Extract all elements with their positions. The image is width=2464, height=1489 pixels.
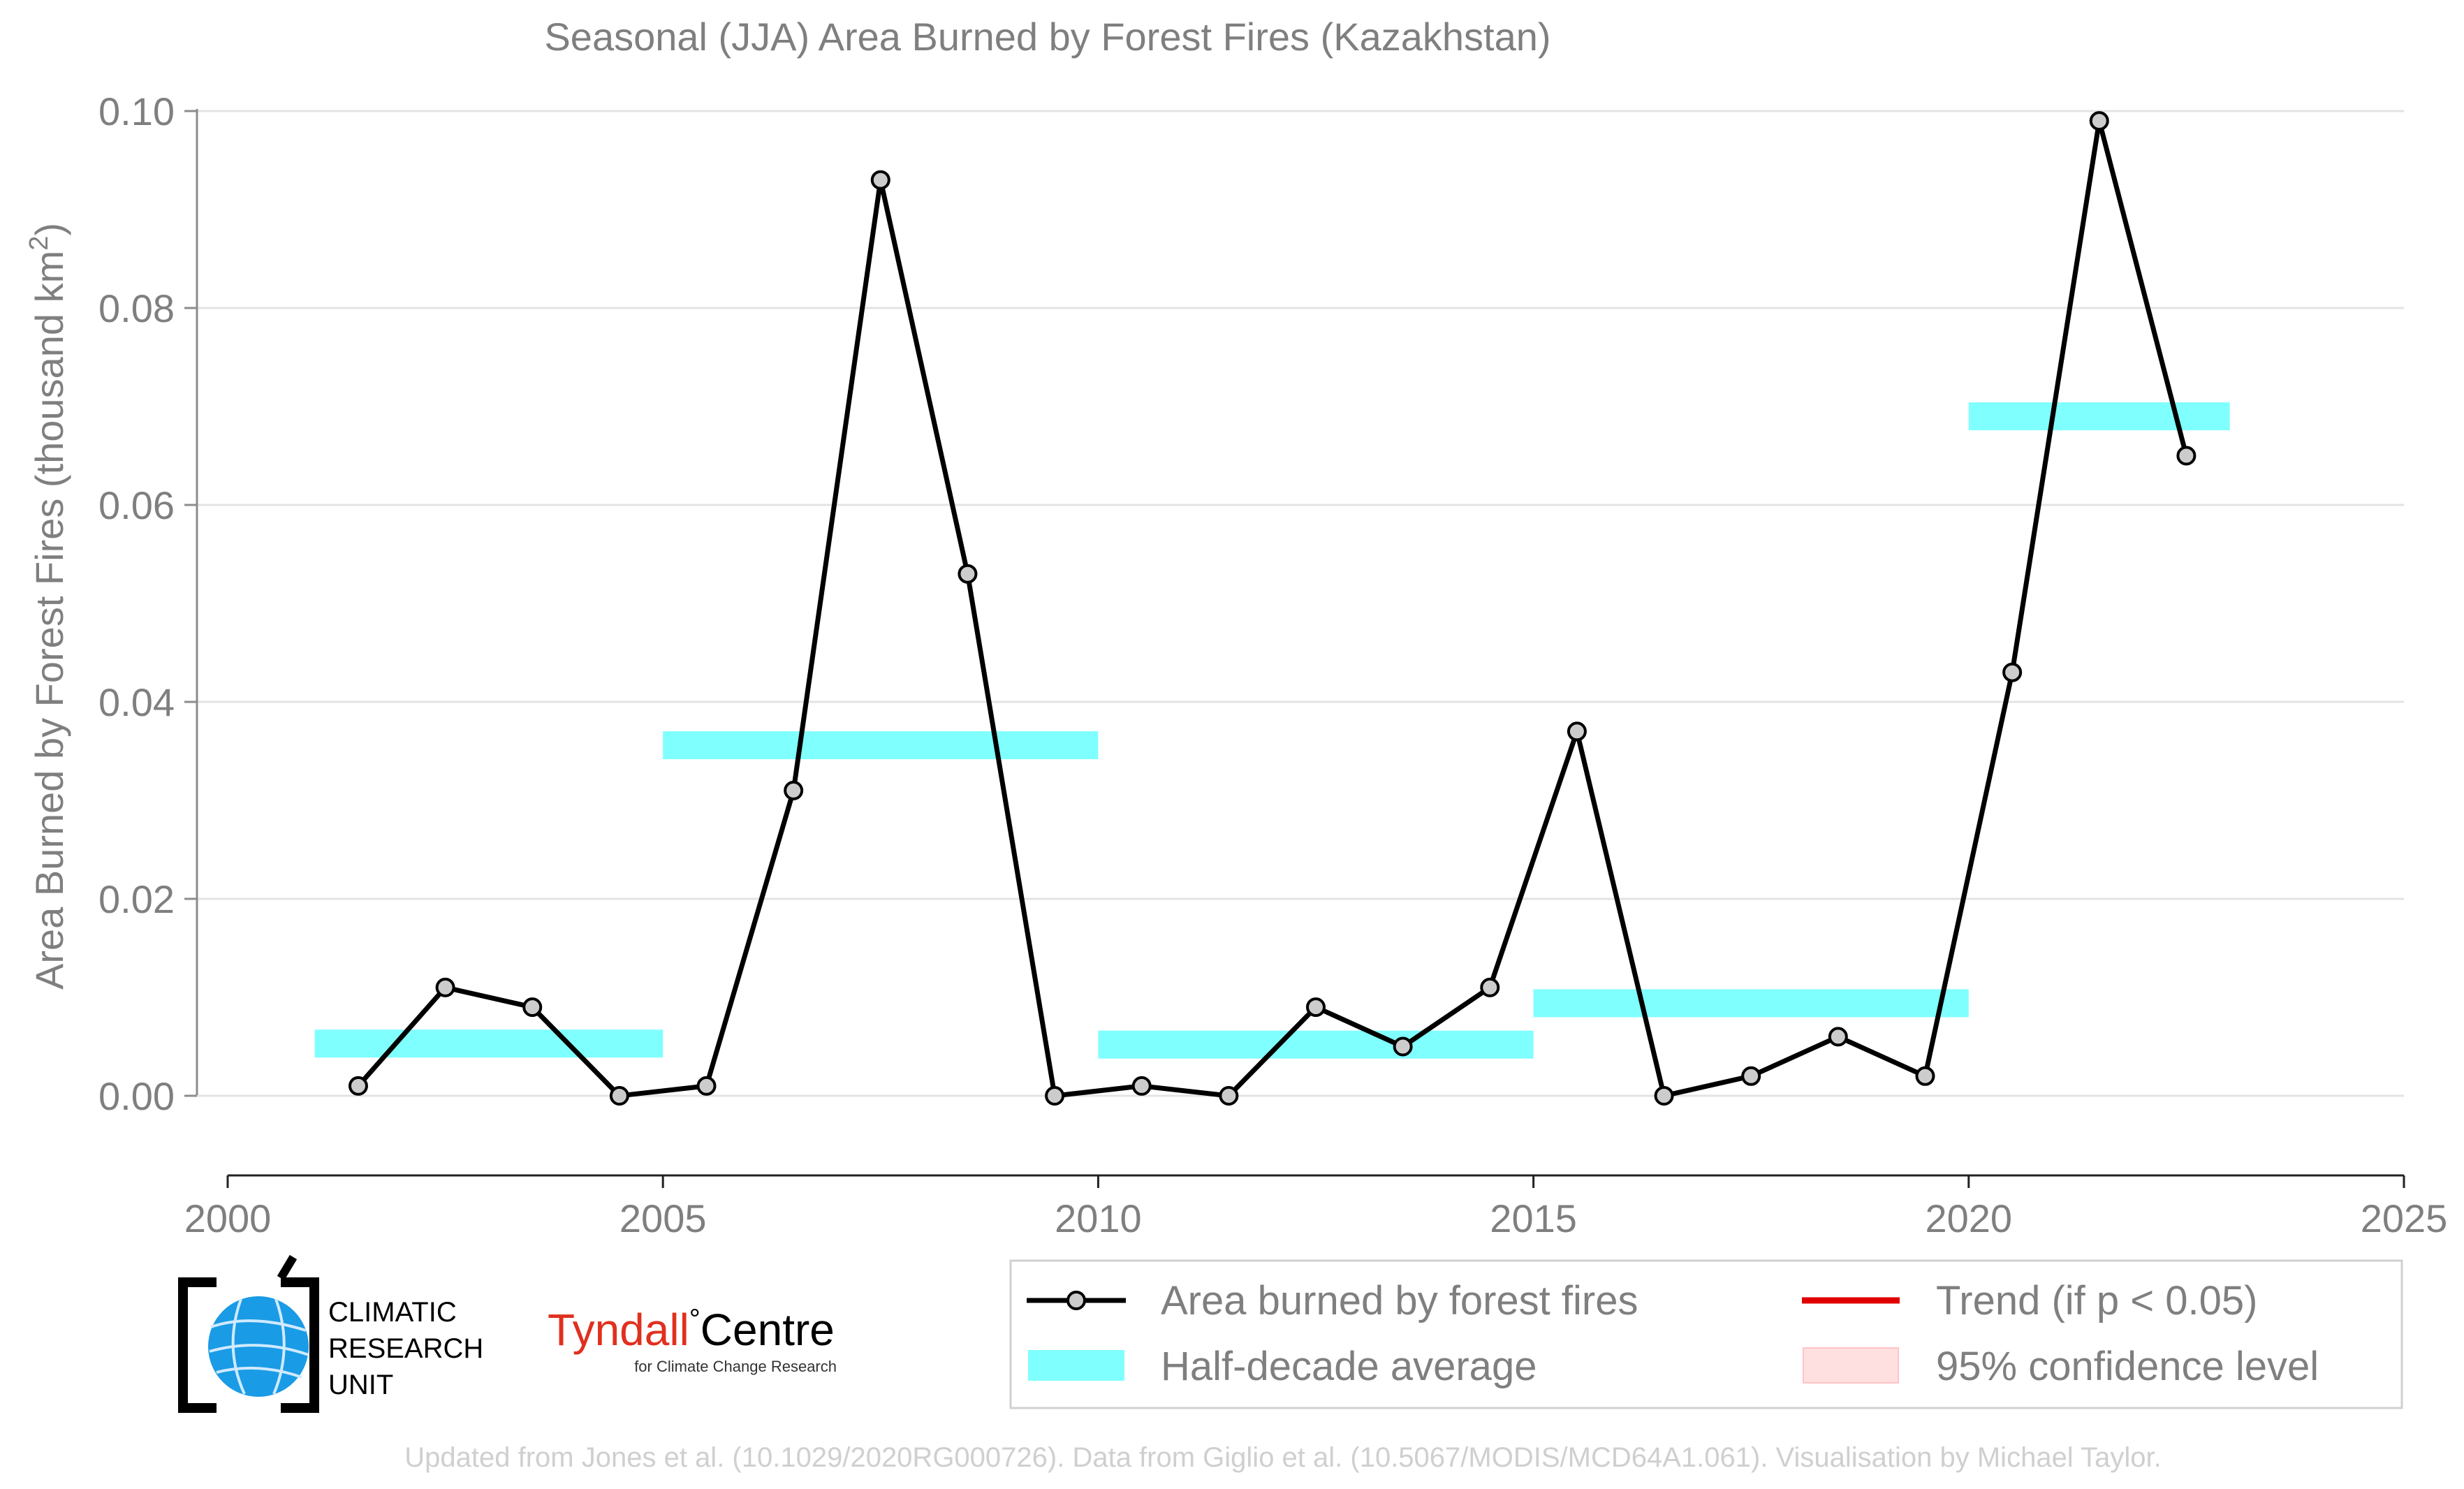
x-tick-label: 2010 [1055,1196,1142,1240]
cru-logo: CLIMATIC RESEARCH UNIT [178,1254,483,1413]
tyndall-logo: Tyndall°Centre for Climate Change Resear… [548,1304,837,1375]
y-axis-ticks: 0.00 0.02 0.04 0.06 0.08 0.10 [98,89,197,1118]
footer-credits: Updated from Jones et al. (10.1029/2020R… [404,1442,2161,1473]
half-decade-band [314,1029,663,1058]
data-point [1045,1086,1065,1106]
legend-label-half-decade: Half-decade average [1161,1344,1537,1389]
y-tick-label: 0.04 [98,680,175,724]
x-tick-label: 2015 [1490,1196,1577,1240]
y-tick-label: 0.08 [98,286,175,330]
series-line [356,118,2189,1099]
data-point [609,1086,629,1106]
y-axis-label-main: Area Burned by Forest Fires (thousand km [27,251,71,990]
data-point [870,170,890,190]
x-tick-label: 2005 [619,1196,707,1240]
x-tick-label: 2000 [184,1196,272,1240]
data-point [522,997,543,1018]
cru-text-line3: UNIT [328,1370,393,1400]
y-axis-label-sup: 2 [24,236,54,251]
cru-text-line1: CLIMATIC [328,1297,457,1328]
half-decade-band [1098,1030,1534,1059]
data-point [1915,1066,1935,1086]
half-decade-band [663,731,1099,760]
data-point [348,1076,368,1096]
series-points [348,111,2197,1106]
data-point [2002,662,2023,682]
legend-box [1009,1259,2403,1409]
x-tick-label: 2025 [2361,1196,2448,1240]
y-axis-label-end: ) [27,223,71,236]
y-tick-label: 0.10 [98,89,175,133]
y-tick-label: 0.00 [98,1074,175,1118]
data-point [1393,1036,1413,1057]
data-point [1306,997,1326,1018]
data-point [958,564,978,584]
data-point [1741,1066,1761,1086]
data-point [1828,1027,1848,1047]
series-line-layer [356,118,2189,1099]
cru-bracket-notch [277,1254,298,1281]
chart-title: Seasonal (JJA) Area Burned by Forest Fir… [544,15,1550,59]
data-point [1131,1076,1152,1096]
tyndall-name: Tyndall°Centre [548,1304,835,1355]
data-point [435,977,455,997]
x-tick-label: 2020 [1926,1196,2013,1240]
y-tick-label: 0.02 [98,877,175,921]
half-decade-average-bands [314,402,2230,1059]
data-point [1219,1086,1239,1106]
data-point [696,1076,717,1096]
legend-label-confidence: 95% confidence level [1936,1344,2319,1389]
cru-bracket-left [178,1277,217,1413]
cru-bracket-right [281,1277,319,1413]
data-point [1654,1086,1674,1106]
tyndall-degree: ° [689,1304,701,1335]
legend-marker [1066,1291,1086,1310]
legend-label-trend: Trend (if p < 0.05) [1936,1278,2257,1323]
tyndall-subtitle: for Climate Change Research [634,1358,837,1375]
tyndall-name-black: Centre [701,1305,835,1355]
tyndall-name-red: Tyndall [548,1305,689,1355]
legend: Area burned by forest fires Trend (if p … [1009,1259,2403,1409]
legend-label-area-burned: Area burned by forest fires [1161,1278,1638,1323]
cru-text-line2: RESEARCH [328,1333,483,1364]
y-axis-label: Area Burned by Forest Fires (thousand km… [24,223,71,990]
half-decade-band [1968,402,2230,431]
data-point [2089,111,2109,131]
y-tick-label: 0.06 [98,483,175,527]
x-axis-ticks: 2000 2005 2010 2015 2020 2025 [184,1175,2448,1240]
gridlines [197,110,2404,1097]
data-point [1480,977,1500,997]
data-point [2176,446,2197,466]
legend-confidence-swatch [1803,1347,1899,1384]
data-point [784,780,804,800]
half-decade-band [1533,989,1969,1018]
globe-icon [208,1296,309,1397]
legend-half-decade-swatch [1028,1350,1124,1381]
data-point [1567,721,1587,742]
